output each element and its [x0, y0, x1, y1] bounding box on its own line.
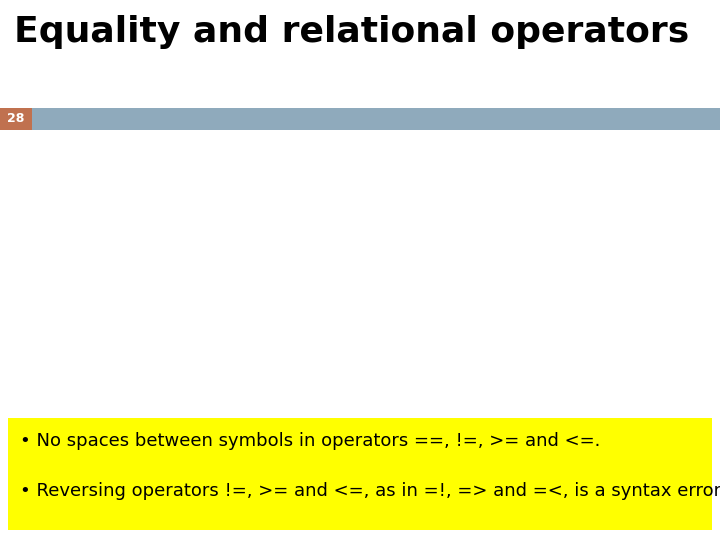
Text: • Reversing operators !=, >= and <=, as in =!, => and =<, is a syntax error.: • Reversing operators !=, >= and <=, as … — [20, 482, 720, 500]
Text: 28: 28 — [7, 112, 24, 125]
Text: Equality and relational operators: Equality and relational operators — [14, 15, 689, 49]
Text: • No spaces between symbols in operators ==, !=, >= and <=.: • No spaces between symbols in operators… — [20, 432, 600, 450]
Bar — [0, 108, 32, 130]
Bar — [8, 418, 712, 530]
Bar — [0, 108, 720, 130]
